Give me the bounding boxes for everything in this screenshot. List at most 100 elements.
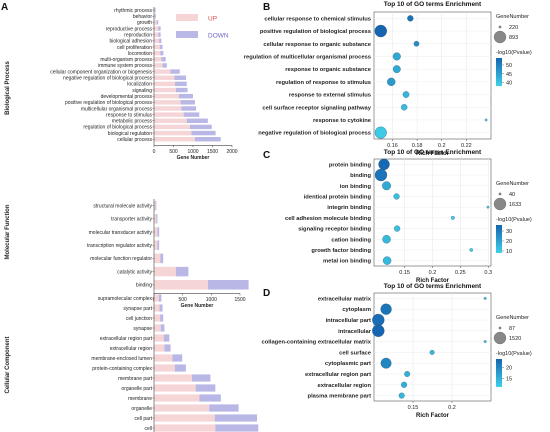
bar-up-multi-organism-process <box>154 57 162 62</box>
color-legend-tick-label: 15 <box>506 376 512 382</box>
dot-protein-binding <box>378 158 390 170</box>
category-label: organelle part <box>121 386 152 392</box>
color-legend-title: -log10(Pvalue) <box>496 217 532 223</box>
dot-cell-surface <box>429 349 435 355</box>
category-label: cell part <box>134 416 152 422</box>
category-label: negative regulation of biological proces… <box>63 76 152 82</box>
updown-legend: UP DOWN <box>176 14 229 40</box>
bar-down-biological-regulation <box>191 130 216 136</box>
size-legend-label: 87 <box>509 326 515 332</box>
bar-down-metabolic-process <box>186 118 208 123</box>
category-label: locomotion <box>128 51 152 57</box>
bar-up-transcription-regulator-activity <box>154 240 158 250</box>
dot-identical-protein-binding <box>393 193 400 200</box>
bar-down-positive-regulation-of-biological-process <box>180 100 195 105</box>
legend-up-swatch <box>176 14 198 21</box>
category-label: regulation of biological process <box>83 125 152 131</box>
bar-up-binding <box>154 280 208 290</box>
category-label: cell junction <box>126 316 152 322</box>
x-tick-label: 0 <box>153 149 156 155</box>
bar-down-cellular-component-organization-or-biogenesis <box>170 69 180 74</box>
dot-cell-adhesion-molecule-binding <box>450 215 455 220</box>
x-tick-label: 0.22 <box>461 143 472 149</box>
size-legend-label: 220 <box>509 25 518 31</box>
term-label: cytoplasm <box>342 307 371 313</box>
category-label: extracellular region part <box>100 336 153 342</box>
term-label: negative regulation of biological proces… <box>258 131 371 137</box>
bar-down-locomotion <box>160 50 164 56</box>
bar-down-transporter-activity <box>156 214 158 224</box>
bar-up-extracellular-region-part <box>154 334 164 342</box>
category-label: multicellular organismal process <box>81 106 153 112</box>
x-tick-label: 0.2 <box>438 143 446 149</box>
category-label: structural molecule activity <box>93 203 152 209</box>
bar-up-molecular-transducer-activity <box>154 227 158 237</box>
bar-down-organelle <box>209 404 239 412</box>
term-label: intracellular <box>338 329 372 335</box>
term-label: regulation of response to stimulus <box>276 80 371 86</box>
x-tick-label: 0.15 <box>399 270 410 276</box>
term-label: extracellular region <box>318 383 372 389</box>
size-legend-dot <box>498 25 502 29</box>
color-legend-tick-label: 20 <box>506 366 512 372</box>
color-legend-tick-label: 20 <box>506 239 512 245</box>
category-label: membrane-enclosed lumen <box>91 356 152 362</box>
bar-down-synapse-part <box>159 304 163 312</box>
bar-down-rhythmic-process <box>154 7 156 13</box>
dot-negative-regulation-of-biological-process <box>374 126 387 139</box>
category-label: immune system process <box>98 63 152 69</box>
bar-down-membrane-enclosed-lumen <box>172 354 183 362</box>
section-label-biological-process: Biological Process <box>5 60 11 114</box>
term-label: response to organic substance <box>285 67 371 73</box>
dot-response-to-cytokine <box>484 118 488 122</box>
dot-plot-d: Top 10 of GO terms Enrichment 0.15 0.2 Rich… <box>261 283 531 419</box>
size-legend-title: GeneNumber <box>496 315 529 321</box>
bar-up-locomotion <box>154 50 161 56</box>
x-tick-label: 0.2 <box>448 405 456 411</box>
category-label: developmental process <box>101 94 153 100</box>
term-label: signaling receptor binding <box>298 227 371 233</box>
bar-up-extracellular-region <box>154 344 165 352</box>
bar-up-biological-regulation <box>154 130 192 136</box>
category-label: metabolic process <box>112 119 153 125</box>
dot-plot-c: Top 10 of GO terms Enrichment 0.15 0.2 0.25… <box>285 149 532 284</box>
plot-title: Top 10 of GO terms Enrichment <box>384 149 482 156</box>
bar-up-reproductive-process <box>154 26 159 31</box>
category-label: synapse part <box>123 306 152 312</box>
bar-down-regulation-of-biological-process <box>189 124 212 130</box>
x-tick-label: 0.15 <box>408 405 419 411</box>
bar-down-cell-junction <box>160 314 164 322</box>
bar-down-response-to-stimulus <box>183 112 200 117</box>
term-label: cytoplasmic part <box>325 361 371 367</box>
bar-chart-molecular-function: structural molecule activity transporter … <box>87 199 249 309</box>
legend-down-swatch <box>176 31 198 38</box>
category-label: growth <box>137 20 152 26</box>
color-legend-tick-label: 10 <box>506 249 512 255</box>
bar-down-membrane <box>199 394 221 402</box>
x-axis-title: Rich Factor <box>416 151 450 157</box>
dot-regulation-of-multicellular-organismal-process <box>392 52 401 61</box>
dot-intracellular <box>372 324 385 337</box>
category-label: catalytic activity <box>117 269 152 275</box>
size-legend-dot <box>498 192 502 196</box>
x-axis-title: Rich Factor <box>416 413 450 419</box>
dot-intracellular-part <box>372 313 385 327</box>
bar-up-cellular-process <box>154 137 195 142</box>
bar-down-supramolecular-complex <box>158 294 162 302</box>
dot-metal-ion-binding <box>382 256 392 265</box>
dot-response-to-external-stimulus <box>402 91 410 98</box>
term-label: extracellular region part <box>305 372 371 378</box>
dot-regulation-of-response-to-stimulus <box>387 77 396 87</box>
bar-down-developmental-process <box>178 93 193 99</box>
dot-signaling-receptor-binding <box>394 225 401 232</box>
dot-plasma-membrane-part <box>398 392 405 399</box>
bar-down-catalytic-activity <box>175 266 189 277</box>
color-legend-tick-label: 50 <box>506 63 512 69</box>
x-tick-label: 1000 <box>206 297 217 303</box>
category-label: multi-organism process <box>100 57 152 63</box>
term-label: binding <box>350 173 371 179</box>
term-label: positive regulation of biological proces… <box>260 29 371 35</box>
bar-up-synapse <box>154 324 161 332</box>
panel-letter-b: B <box>263 2 270 13</box>
x-tick-label: 0.18 <box>412 143 423 149</box>
